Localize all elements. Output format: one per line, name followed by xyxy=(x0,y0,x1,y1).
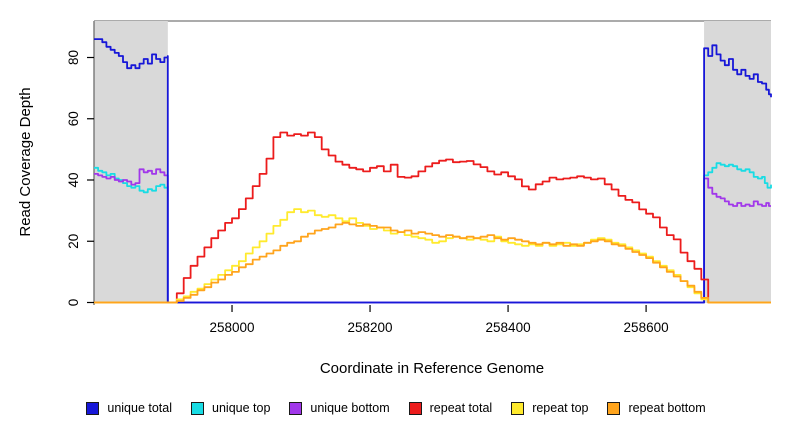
x-tick-label: 258000 xyxy=(209,320,254,335)
shaded-flank-regions xyxy=(94,21,771,303)
legend: unique total unique top unique bottom repea… xyxy=(0,397,792,419)
legend-swatch-repeat-bottom xyxy=(607,401,621,415)
y-tick-label: 40 xyxy=(66,172,81,187)
series-line-repeat-top xyxy=(94,208,771,304)
tick-marks-and-labels: 258000 258200 258400 258600 0 20 40 60 80 xyxy=(66,50,669,335)
legend-item-repeat-total: repeat total xyxy=(408,401,493,415)
y-axis-title: Read Coverage Depth xyxy=(17,87,34,236)
x-tick-label: 258600 xyxy=(624,320,669,335)
series-line-unique-total xyxy=(94,38,772,304)
legend-item-repeat-top: repeat top xyxy=(511,401,588,415)
legend-swatch-repeat-total xyxy=(408,401,422,415)
series-line-repeat-bottom xyxy=(94,222,771,304)
legend-label: repeat bottom xyxy=(628,401,706,415)
legend-label: unique total xyxy=(107,401,173,415)
series-lines xyxy=(94,38,772,304)
x-tick-label: 258200 xyxy=(348,320,393,335)
legend-swatch-unique-total xyxy=(86,401,100,415)
legend-item-unique-top: unique top xyxy=(191,401,270,415)
legend-item-unique-bottom: unique bottom xyxy=(289,401,390,415)
legend-swatch-unique-top xyxy=(191,401,205,415)
y-tick-label: 0 xyxy=(66,299,81,307)
legend-item-repeat-bottom: repeat bottom xyxy=(607,401,706,415)
legend-swatch-unique-bottom xyxy=(289,401,303,415)
x-tick-label: 258400 xyxy=(486,320,531,335)
legend-item-unique-total: unique total xyxy=(86,401,172,415)
legend-label: repeat total xyxy=(429,401,493,415)
shaded-region-left-flank xyxy=(94,21,168,303)
legend-label: repeat top xyxy=(532,401,589,415)
x-axis-title: Coordinate in Reference Genome xyxy=(320,360,544,377)
y-tick-label: 20 xyxy=(66,234,81,249)
legend-label: unique bottom xyxy=(310,401,390,415)
shaded-region-right-flank xyxy=(704,21,771,303)
legend-label: unique top xyxy=(212,401,271,415)
y-tick-label: 60 xyxy=(66,111,81,126)
legend-swatch-repeat-top xyxy=(511,401,525,415)
series-line-repeat-total xyxy=(94,131,771,304)
y-tick-label: 80 xyxy=(66,50,81,65)
